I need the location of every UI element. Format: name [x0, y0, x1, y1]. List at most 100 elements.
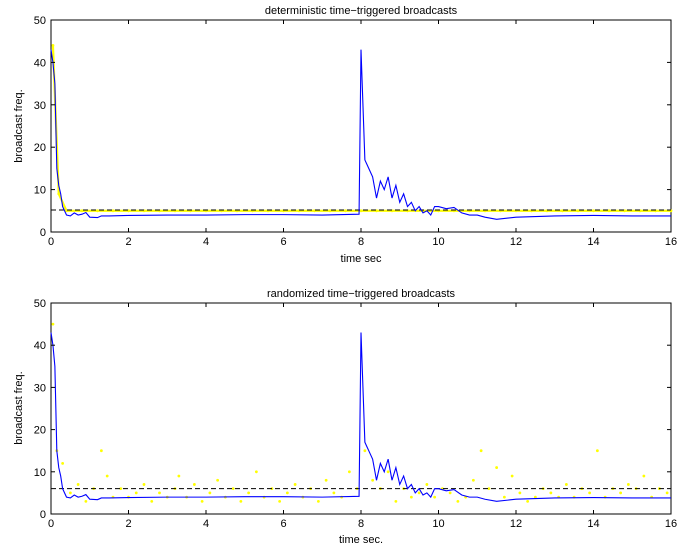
chart-2-xtick-label: 0: [48, 518, 54, 530]
chart-2-xtick-label: 6: [280, 518, 286, 530]
chart-2-dot: [61, 461, 65, 465]
chart-1-ylabel: broadcast freq.: [13, 89, 25, 162]
chart-2-dot: [51, 322, 55, 326]
chart-2-dot: [595, 449, 599, 453]
chart-1-ticks: 0 2 4 6 8 10 12 14 16 0 10 20 30 40 50: [34, 15, 677, 248]
chart-2-dot: [192, 483, 196, 486]
chart-2-ytick-label: 10: [34, 467, 46, 479]
chart-2-dot: [433, 495, 437, 499]
chart-2-dot: [386, 470, 390, 474]
chart-2-ytick-label: 30: [34, 382, 46, 394]
chart-1-xtick-label: 14: [587, 236, 599, 248]
chart-1-series-line: [50, 49, 671, 220]
chart-2-ytick-label: 40: [34, 340, 46, 352]
chart-2-dot: [487, 487, 491, 491]
chart-1-xtick-label: 8: [358, 236, 364, 248]
chart-2-title: randomized time−triggered broadcasts: [267, 288, 456, 300]
chart-2-dot: [254, 470, 258, 474]
chart-2-dot: [278, 499, 282, 503]
chart-2-ytick-label: 20: [34, 425, 46, 437]
chart-2-dot: [119, 487, 123, 491]
chart-2-xtick-label: 16: [665, 518, 677, 530]
chart-2-dot: [394, 499, 398, 503]
chart-2-xtick-label: 2: [125, 518, 131, 530]
chart-1-ytick-label: 0: [40, 227, 46, 239]
chart-2-dot: [495, 466, 499, 469]
chart-1-xtick-label: 6: [280, 236, 286, 248]
chart-1-xtick-label: 12: [510, 236, 522, 248]
chart-2-dot: [564, 483, 568, 486]
chart-2-series-line: [50, 332, 671, 502]
chart-2-dot: [158, 491, 161, 495]
chart-1-ytick-label: 30: [34, 100, 46, 112]
chart-2-dot: [518, 491, 522, 495]
chart-2-dot: [479, 449, 483, 453]
chart-1-xtick-label: 0: [48, 236, 54, 248]
chart-2-xtick-label: 4: [203, 518, 209, 530]
chart-2-dot: [239, 499, 243, 503]
chart-2-dot: [105, 474, 109, 478]
chart-1-xtick-label: 2: [125, 236, 131, 248]
chart-2-dot: [502, 495, 506, 499]
chart-2-dot: [417, 491, 421, 495]
chart-2-dot: [510, 474, 514, 478]
chart-2-dot: [231, 487, 235, 491]
chart-2-dot: [619, 491, 623, 495]
chart-1-ytick-label: 40: [34, 57, 46, 69]
chart-2-dot: [208, 491, 212, 495]
chart-2-dot: [142, 483, 146, 486]
chart-2-dot: [68, 491, 72, 495]
chart-2-dot: [665, 491, 669, 495]
chart-2-dot: [324, 478, 328, 482]
chart-2-dot: [76, 483, 80, 486]
chart-1-ytick-label: 10: [34, 185, 46, 197]
chart-2-dot: [200, 499, 204, 503]
chart-2-dot: [99, 449, 103, 453]
chart-1-marks: [50, 44, 673, 220]
chart-1-xtick-label: 16: [665, 236, 677, 248]
chart-2-dot: [409, 495, 413, 499]
chart-2-xtick-label: 14: [587, 518, 599, 530]
chart-2-ylabel: broadcast freq.: [13, 371, 25, 444]
chart-2-dot: [316, 499, 320, 503]
chart-2-dot: [471, 478, 475, 482]
chart-2-dot: [347, 470, 351, 474]
chart-2-dot: [285, 491, 289, 495]
chart-1-title: deterministic time−triggered broadcasts: [265, 5, 458, 17]
chart-2-xtick-label: 12: [510, 518, 522, 530]
chart-2-dot: [425, 483, 429, 486]
chart-2-xtick-label: 10: [432, 518, 444, 530]
chart-2-ytick-label: 0: [40, 509, 46, 521]
chart-2-dot: [533, 495, 537, 499]
chart-2-ytick-label: 50: [34, 298, 46, 310]
chart-2-dot: [371, 478, 375, 482]
chart-2: randomized time−triggered broadcasts 0 2 4…: [13, 288, 677, 545]
chart-1-xtick-label: 10: [432, 236, 444, 248]
chart-2-dot: [150, 499, 154, 503]
chart-2-marks: [50, 322, 671, 503]
chart-2-dot: [588, 491, 592, 495]
chart-1-xlabel: time sec: [341, 253, 382, 265]
chart-2-dot: [626, 483, 630, 486]
chart-2-dot: [216, 478, 220, 482]
chart-2-dot: [134, 491, 138, 495]
chart-2-dot: [84, 499, 88, 503]
chart-2-dot: [549, 491, 553, 495]
chart-2-dot: [363, 449, 367, 453]
chart-1-xtick-label: 4: [203, 236, 209, 248]
chart-2-dot: [332, 491, 336, 495]
chart-1-dot-band: [51, 45, 671, 212]
chart-2-dot: [247, 491, 251, 495]
chart-2-dot: [177, 474, 181, 478]
chart-2-ticks: 0 2 4 6 8 10 12 14 16 0 10 20 30 40 50: [34, 298, 677, 530]
chart-2-xtick-label: 8: [358, 518, 364, 530]
chart-1-ytick-label: 50: [34, 15, 46, 27]
chart-2-dot: [526, 499, 530, 503]
chart-1: deterministic time−triggered broadcasts …: [13, 5, 677, 265]
chart-2-dot: [456, 499, 460, 503]
chart-2-xlabel: time sec.: [339, 534, 383, 545]
chart-2-dot: [448, 491, 452, 495]
chart-2-dot: [642, 474, 646, 478]
chart-2-dot: [293, 483, 297, 486]
